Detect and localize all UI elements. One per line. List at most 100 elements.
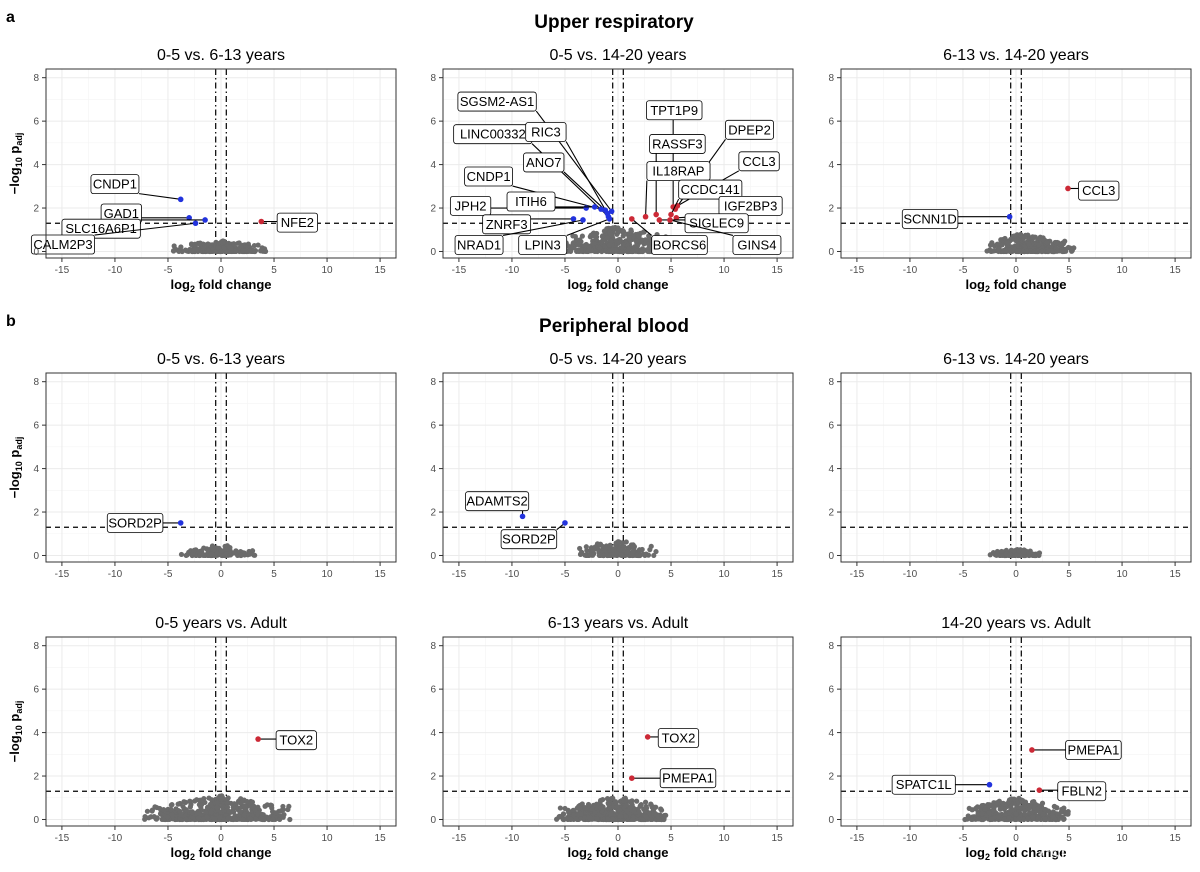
x-tick-label: 10: [1116, 833, 1128, 844]
data-point-ns: [1003, 248, 1009, 254]
data-point-ns: [629, 552, 635, 558]
data-point-ns: [577, 545, 583, 552]
gene-znrf3: ZNRF3: [482, 214, 577, 235]
data-point-ns: [579, 233, 585, 239]
data-point-ns: [995, 813, 1001, 820]
data-point-ns: [273, 810, 279, 816]
gene-il18rap: IL18RAP: [642, 161, 711, 220]
label-leader-line: [645, 180, 648, 217]
data-point-ns: [634, 798, 640, 804]
volcano-panel-5: 0-5 vs. 14-20 years ADAMTS2 SORD2P -15 -10 -5…: [430, 351, 794, 580]
panel-grid: 0-5 vs. 6-13 years CNDP1 GAD1SLC16A6P1CALM…: [7, 47, 1192, 862]
gene-label: CCDC141: [681, 182, 740, 197]
gene-label-box: [678, 179, 743, 200]
x-tick-label: 15: [772, 265, 784, 276]
data-point-ns: [168, 802, 174, 808]
gene-label-box: [725, 119, 774, 140]
data-point-ns: [205, 550, 211, 557]
panel-title: 0-5 vs. 14-20 years: [550, 47, 687, 64]
x-tick-label: -15: [452, 265, 467, 276]
x-tick-label: -5: [561, 265, 570, 276]
data-point-down: [192, 220, 199, 227]
nonsignificant-points: [962, 795, 1071, 823]
data-point-ns: [562, 805, 568, 812]
data-point-ns: [280, 814, 286, 820]
data-point-up: [1036, 787, 1043, 793]
data-point-ns: [238, 552, 244, 559]
x-tick-label: -15: [55, 569, 70, 580]
data-point-ns: [1022, 811, 1028, 817]
data-point-ns: [1040, 811, 1046, 817]
data-point-up: [255, 736, 261, 742]
y-tick-label: 4: [430, 160, 436, 171]
data-point-ns: [621, 798, 627, 804]
data-point-ns: [231, 550, 238, 556]
x-tick-label: -10: [108, 265, 123, 276]
x-axis: -15 -10 -5 0 5 10 15: [55, 562, 386, 580]
data-point-ns: [975, 816, 982, 822]
y-axis-title: −log10 padj: [7, 437, 24, 499]
y-tick-label: 0: [828, 247, 834, 258]
data-point-ns: [1062, 238, 1068, 244]
data-point-ns: [1051, 803, 1057, 810]
data-point-ns: [998, 238, 1004, 244]
data-point-ns: [617, 813, 623, 820]
data-point-ns: [1059, 814, 1065, 820]
volcano-panel-9: 14-20 years vs. Adult PMEPA1 SPATC1L FBLN2 -…: [828, 615, 1192, 862]
data-point-ns: [582, 805, 588, 811]
gene-label-box: [90, 174, 140, 195]
data-point-ns: [193, 810, 200, 816]
data-point-ns: [1022, 799, 1029, 805]
volcano-panel-2: 0-5 vs. 14-20 years SGSM2-AS1 LINC00332 RIC…: [430, 47, 794, 294]
data-point-ns: [161, 816, 167, 823]
gene-igf2bp3: IGF2BP3: [673, 195, 783, 221]
x-tick-label: -15: [850, 265, 865, 276]
gene-label-box: [449, 195, 492, 216]
data-point-ns: [200, 816, 207, 822]
data-point-ns: [1035, 816, 1041, 822]
data-point-ns: [217, 248, 224, 255]
gene-tox2: TOX2: [644, 728, 700, 748]
x-tick-label: 10: [718, 265, 730, 276]
gene-label-box: [30, 234, 95, 255]
data-point-ns: [560, 811, 567, 817]
y-tick-label: 4: [430, 464, 436, 475]
x-tick-label: 10: [321, 569, 333, 580]
nonsignificant-points: [554, 795, 669, 823]
x-tick-label: -5: [561, 833, 570, 844]
y-axis: 0 2 4 6 8: [828, 641, 841, 826]
gene-spatc1l: SPATC1L: [891, 774, 993, 795]
data-point-ns: [587, 551, 593, 558]
x-tick-label: 10: [321, 833, 333, 844]
data-point-ns: [619, 248, 625, 255]
gene-label: LINC00332: [460, 127, 526, 142]
volcano-panel-3: 6-13 vs. 14-20 years SCNN1D CCL3 -15 -10 -5 0 5…: [828, 47, 1192, 294]
data-point-ns: [594, 816, 600, 822]
data-point-ns: [189, 810, 195, 816]
nonsignificant-points: [170, 238, 269, 255]
x-tick-label: 0: [1013, 569, 1019, 580]
gene-label: CCL3: [1082, 183, 1115, 198]
y-tick-label: 8: [33, 641, 39, 652]
data-point-ns: [626, 246, 632, 252]
nonsignificant-points: [142, 793, 293, 823]
gene-label: SORD2P: [502, 532, 555, 547]
data-point-ns: [202, 799, 208, 806]
gene-label-box: [518, 235, 568, 255]
gene-label: IGF2BP3: [724, 198, 777, 213]
x-tick-label: 0: [218, 569, 224, 580]
gene-label-box: [659, 768, 717, 789]
gene-label: TOX2: [662, 731, 696, 746]
data-point-ns: [1026, 552, 1032, 559]
data-point-ns: [590, 240, 597, 247]
data-point-ns: [247, 551, 253, 557]
gene-label: GAD1: [104, 206, 139, 221]
y-tick-label: 8: [828, 73, 834, 84]
panel-title: 0-5 years vs. Adult: [155, 615, 287, 632]
data-point-ns: [203, 810, 209, 816]
x-tick-label: 5: [1066, 569, 1072, 580]
data-point-ns: [1044, 240, 1050, 246]
gene-borcs6: BORCS6: [628, 216, 708, 255]
label-leader-line: [563, 171, 606, 211]
x-tick-label: 10: [718, 833, 730, 844]
